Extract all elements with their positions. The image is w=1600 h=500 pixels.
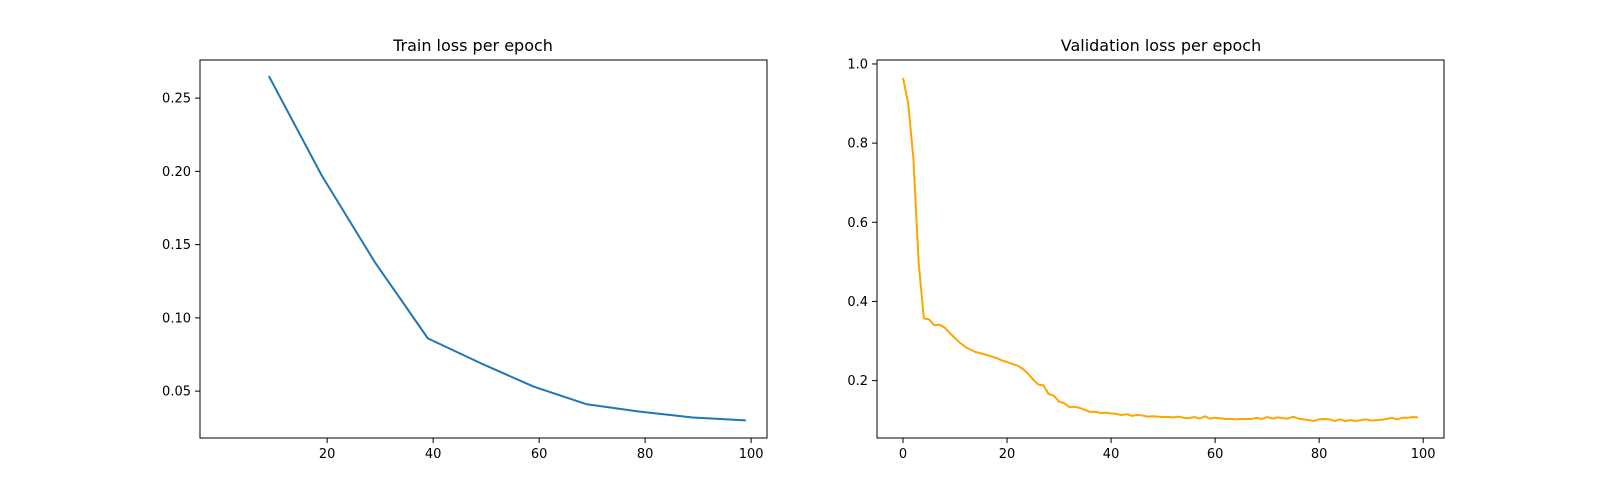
validation-loss-x-tick-label: 100: [1411, 447, 1436, 462]
validation-loss-line: [902, 77, 1419, 422]
train-loss-x-tick-label: 20: [319, 447, 336, 462]
validation-loss-ticks: 0 20 40 60 80 100 0.2 0.4 0.6 0.8 1.0: [847, 57, 1435, 462]
train-loss-y-tick-label: 0.05: [162, 385, 191, 400]
train-loss-x-tick-label: 60: [531, 447, 548, 462]
train-loss-chart: Train loss per epoch 20 40 60 80 100 0.05 0.10…: [162, 36, 768, 462]
validation-loss-x-tick-label: 40: [1103, 447, 1120, 462]
train-loss-ticks: 20 40 60 80 100 0.05 0.10 0.15 0.20 0.25: [162, 92, 763, 462]
validation-loss-y-tick-label: 1.0: [847, 57, 868, 72]
validation-loss-x-tick-label: 60: [1207, 447, 1224, 462]
train-loss-line: [268, 75, 746, 422]
train-loss-y-tick-label: 0.25: [162, 92, 191, 107]
train-loss-y-tick-label: 0.20: [162, 165, 191, 180]
validation-loss-y-tick-label: 0.6: [847, 216, 868, 231]
validation-loss-x-tick-label: 80: [1311, 447, 1328, 462]
validation-loss-y-tick-label: 0.8: [847, 137, 868, 152]
train-loss-x-tick-label: 100: [739, 447, 764, 462]
validation-loss-axes-frame: [876, 59, 1445, 439]
train-loss-series: [268, 75, 746, 422]
train-loss-axes-frame: [199, 59, 768, 439]
train-loss-x-tick-label: 80: [637, 447, 654, 462]
validation-loss-chart: Validation loss per epoch 0 20 40 60 80 100 0.…: [847, 36, 1445, 462]
train-loss-title: Train loss per epoch: [392, 36, 553, 55]
validation-loss-y-tick-label: 0.2: [847, 374, 868, 389]
train-loss-y-tick-label: 0.10: [162, 311, 191, 326]
validation-loss-x-tick-label: 20: [999, 447, 1016, 462]
validation-loss-y-tick-label: 0.4: [847, 295, 868, 310]
train-loss-x-tick-label: 40: [425, 447, 442, 462]
validation-loss-series: [902, 77, 1419, 422]
validation-loss-x-tick-label: 0: [899, 447, 907, 462]
validation-loss-title: Validation loss per epoch: [1061, 36, 1261, 55]
train-loss-y-tick-label: 0.15: [162, 238, 191, 253]
